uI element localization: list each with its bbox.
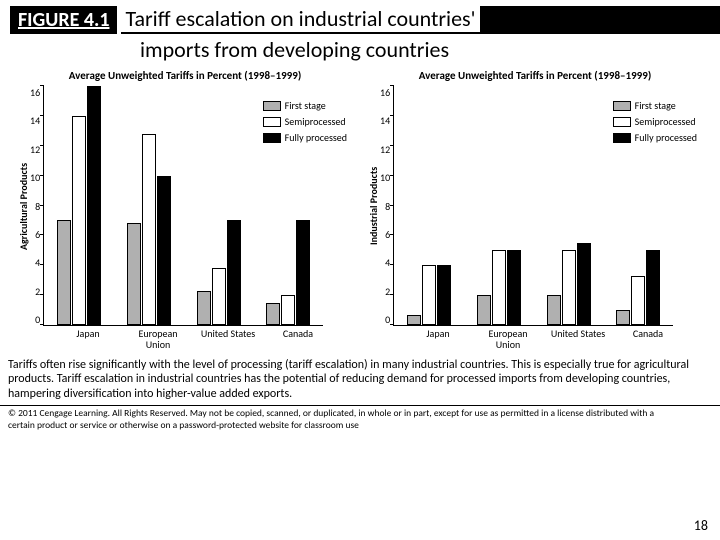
figure-title-line2: imports from developing countries (0, 36, 720, 63)
legend-label: Semiprocessed (635, 115, 696, 128)
x-axis: JapanEuropeanUnionUnited StatesCanada (53, 326, 333, 350)
legend-swatch (613, 101, 631, 111)
bar (197, 291, 211, 325)
legend-swatch (263, 117, 281, 127)
bar (57, 220, 71, 325)
bar-group (44, 86, 114, 325)
bar-group (394, 86, 464, 325)
bar (127, 223, 141, 325)
bar (547, 295, 561, 325)
bar-group (114, 86, 184, 325)
legend-item: Fully processed (613, 131, 697, 144)
y-axis-label: Industrial Products (365, 86, 380, 326)
legend-swatch (613, 117, 631, 127)
y-tick-label: 6 (30, 228, 40, 241)
bar (407, 315, 421, 325)
bar (437, 265, 451, 325)
x-tick-label: United States (543, 326, 613, 350)
legend-item: Semiprocessed (263, 115, 347, 128)
figure-label: FIGURE 4.1 (10, 6, 117, 34)
legend: First stage Semiprocessed Fully processed (613, 99, 697, 147)
copyright-text: © 2011 Cengage Learning. All Rights Rese… (0, 405, 720, 431)
bar (507, 250, 521, 325)
x-tick-label: United States (193, 326, 263, 350)
bar (646, 250, 660, 325)
legend-label: Fully processed (285, 131, 347, 144)
bar-group (464, 86, 534, 325)
page-number: 18 (694, 517, 708, 534)
y-tick-label: 14 (380, 114, 390, 127)
legend-swatch (263, 133, 281, 143)
y-tick-label: 10 (380, 171, 390, 184)
y-tick-label: 14 (30, 114, 40, 127)
chart-title: Average Unweighted Tariffs in Percent (1… (15, 69, 355, 82)
legend-item: First stage (613, 99, 697, 112)
y-tick-label: 16 (30, 86, 40, 99)
legend: First stage Semiprocessed Fully processed (263, 99, 347, 147)
legend-label: First stage (285, 99, 326, 112)
bar (142, 134, 156, 325)
bar (72, 116, 86, 325)
bar (577, 243, 591, 325)
x-tick-label: Japan (53, 326, 123, 350)
y-tick-label: 4 (30, 256, 40, 269)
figure-caption: Tariffs often rise significantly with th… (0, 350, 720, 405)
chart-title: Average Unweighted Tariffs in Percent (1… (365, 69, 705, 82)
bar (422, 265, 436, 325)
y-tick-label: 6 (380, 228, 390, 241)
x-tick-label: Canada (613, 326, 683, 350)
y-tick-label: 0 (30, 313, 40, 326)
y-tick-label: 12 (380, 143, 390, 156)
bar-group (534, 86, 604, 325)
y-tick-label: 0 (380, 313, 390, 326)
bar (87, 86, 101, 325)
bar (492, 250, 506, 325)
bar (616, 310, 630, 325)
figure-title-line1: Tariff escalation on industrial countrie… (121, 5, 479, 32)
legend-item: Semiprocessed (613, 115, 697, 128)
y-axis: 16 14 12 10 8 6 4 2 0 (30, 86, 43, 326)
x-tick-label: Canada (263, 326, 333, 350)
bar (281, 295, 295, 325)
bar (477, 295, 491, 325)
x-tick-label: EuropeanUnion (473, 326, 543, 350)
x-tick-label: EuropeanUnion (123, 326, 193, 350)
chart-agricultural: Average Unweighted Tariffs in Percent (1… (15, 69, 355, 350)
legend-swatch (613, 133, 631, 143)
y-tick-label: 10 (30, 171, 40, 184)
bar (157, 176, 171, 325)
title-bar: Tariff escalation on industrial countrie… (121, 6, 720, 34)
y-tick-label: 4 (380, 256, 390, 269)
legend-label: First stage (635, 99, 676, 112)
y-tick-label: 2 (30, 285, 40, 298)
figure-header: FIGURE 4.1 Tariff escalation on industri… (0, 0, 720, 34)
y-tick-label: 12 (30, 143, 40, 156)
legend-item: First stage (263, 99, 347, 112)
y-tick-label: 8 (30, 200, 40, 213)
y-axis-label: Agricultural Products (15, 86, 30, 326)
bar (562, 250, 576, 325)
legend-item: Fully processed (263, 131, 347, 144)
bar (227, 220, 241, 325)
bar (212, 268, 226, 325)
legend-swatch (263, 101, 281, 111)
bar-group (184, 86, 254, 325)
y-axis: 16 14 12 10 8 6 4 2 0 (380, 86, 393, 326)
bar (631, 276, 645, 325)
y-tick-label: 8 (380, 200, 390, 213)
y-tick-label: 16 (380, 86, 390, 99)
x-axis: JapanEuropeanUnionUnited StatesCanada (403, 326, 683, 350)
charts-container: Average Unweighted Tariffs in Percent (1… (0, 69, 720, 350)
chart-industrial: Average Unweighted Tariffs in Percent (1… (365, 69, 705, 350)
bar (266, 303, 280, 325)
bar (296, 220, 310, 325)
legend-label: Fully processed (635, 131, 697, 144)
y-tick-label: 2 (380, 285, 390, 298)
legend-label: Semiprocessed (285, 115, 346, 128)
x-tick-label: Japan (403, 326, 473, 350)
